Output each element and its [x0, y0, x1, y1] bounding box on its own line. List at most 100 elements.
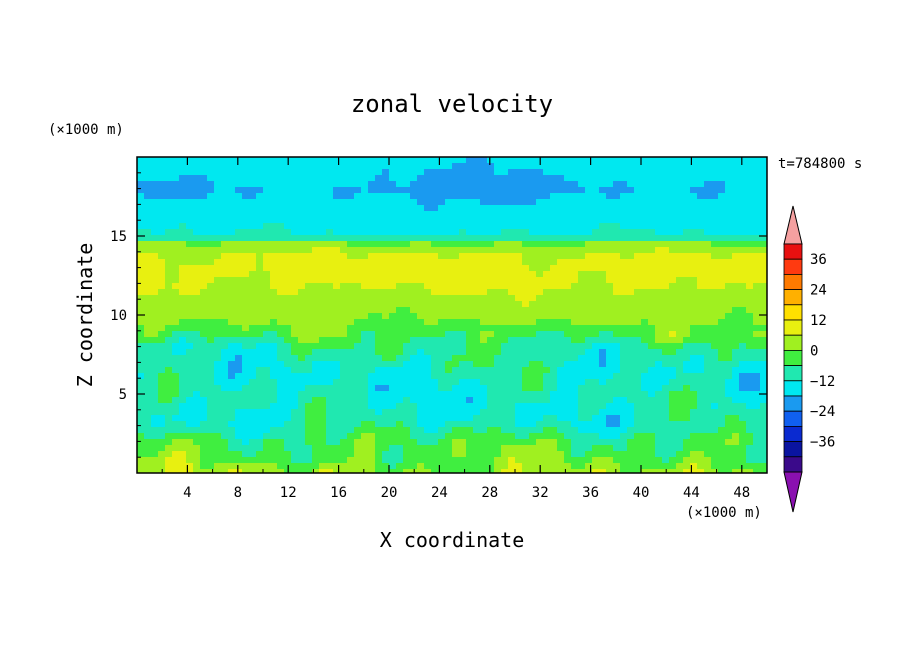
contour-cell [739, 211, 747, 218]
contour-cell [669, 463, 677, 470]
contour-cell [543, 205, 551, 212]
contour-cell [179, 301, 187, 308]
contour-cell [263, 193, 271, 200]
contour-cell [417, 403, 425, 410]
contour-cell [403, 409, 411, 416]
contour-cell [704, 313, 712, 320]
contour-cell [494, 223, 502, 230]
contour-cell [172, 193, 180, 200]
contour-cell [501, 373, 509, 380]
contour-cell [340, 325, 348, 332]
contour-cell [354, 337, 362, 344]
contour-cell [494, 247, 502, 254]
contour-cell [683, 211, 691, 218]
contour-cell [410, 223, 418, 230]
contour-cell [151, 301, 159, 308]
contour-cell [543, 235, 551, 242]
contour-cell [221, 211, 229, 218]
contour-cell [410, 349, 418, 356]
contour-cell [669, 175, 677, 182]
contour-cell [599, 463, 607, 470]
contour-cell [445, 229, 453, 236]
contour-cell [445, 277, 453, 284]
contour-cell [711, 355, 719, 362]
contour-cell [263, 175, 271, 182]
contour-cell [599, 241, 607, 248]
contour-cell [606, 295, 614, 302]
contour-cell [431, 235, 439, 242]
contour-cell [459, 235, 467, 242]
contour-cell [676, 301, 684, 308]
contour-cell [571, 253, 579, 260]
contour-cell [585, 385, 593, 392]
contour-cell [592, 343, 600, 350]
contour-cell [585, 265, 593, 272]
contour-cell [634, 457, 642, 464]
contour-cell [620, 163, 628, 170]
contour-cell [655, 367, 663, 374]
contour-cell [543, 403, 551, 410]
contour-cell [151, 433, 159, 440]
contour-cell [508, 409, 516, 416]
contour-cell [214, 415, 222, 422]
contour-cell [487, 397, 495, 404]
contour-cell [732, 229, 740, 236]
contour-cell [564, 421, 572, 428]
contour-cell [634, 205, 642, 212]
contour-cell [571, 187, 579, 194]
contour-cell [347, 211, 355, 218]
contour-cell [739, 349, 747, 356]
contour-cell [704, 301, 712, 308]
contour-cell [305, 157, 313, 164]
contour-cell [291, 313, 299, 320]
contour-cell [235, 217, 243, 224]
contour-cell [186, 427, 194, 434]
contour-cell [592, 325, 600, 332]
contour-cell [634, 397, 642, 404]
contour-cell [151, 397, 159, 404]
contour-cell [676, 175, 684, 182]
contour-cell [473, 163, 481, 170]
contour-cell [165, 313, 173, 320]
contour-cell [627, 193, 635, 200]
contour-cell [410, 295, 418, 302]
contour-cell [515, 235, 523, 242]
contour-cell [375, 241, 383, 248]
contour-cell [333, 355, 341, 362]
contour-cell [753, 445, 761, 452]
contour-cell [298, 205, 306, 212]
contour-cell [473, 337, 481, 344]
contour-cell [389, 229, 397, 236]
contour-cell [375, 415, 383, 422]
contour-cell [137, 349, 145, 356]
contour-cell [739, 397, 747, 404]
contour-cell [508, 343, 516, 350]
contour-cell [172, 415, 180, 422]
contour-cell [676, 463, 684, 470]
contour-cell [179, 463, 187, 470]
contour-cell [207, 235, 215, 242]
contour-cell [732, 361, 740, 368]
contour-cell [186, 415, 194, 422]
contour-cell [144, 217, 152, 224]
contour-cell [753, 283, 761, 290]
contour-cell [585, 163, 593, 170]
contour-cell [424, 403, 432, 410]
contour-cell [221, 463, 229, 470]
contour-cell [137, 409, 145, 416]
contour-cell [312, 223, 320, 230]
contour-cell [263, 301, 271, 308]
contour-cell [326, 391, 334, 398]
contour-cell [732, 181, 740, 188]
contour-cell [235, 409, 243, 416]
contour-cell [151, 283, 159, 290]
contour-cell [473, 451, 481, 458]
contour-cell [445, 193, 453, 200]
contour-cell [445, 235, 453, 242]
contour-cell [165, 391, 173, 398]
contour-cell [263, 223, 271, 230]
contour-cell [347, 187, 355, 194]
contour-cell [375, 175, 383, 182]
contour-cell [165, 163, 173, 170]
contour-cell [634, 193, 642, 200]
